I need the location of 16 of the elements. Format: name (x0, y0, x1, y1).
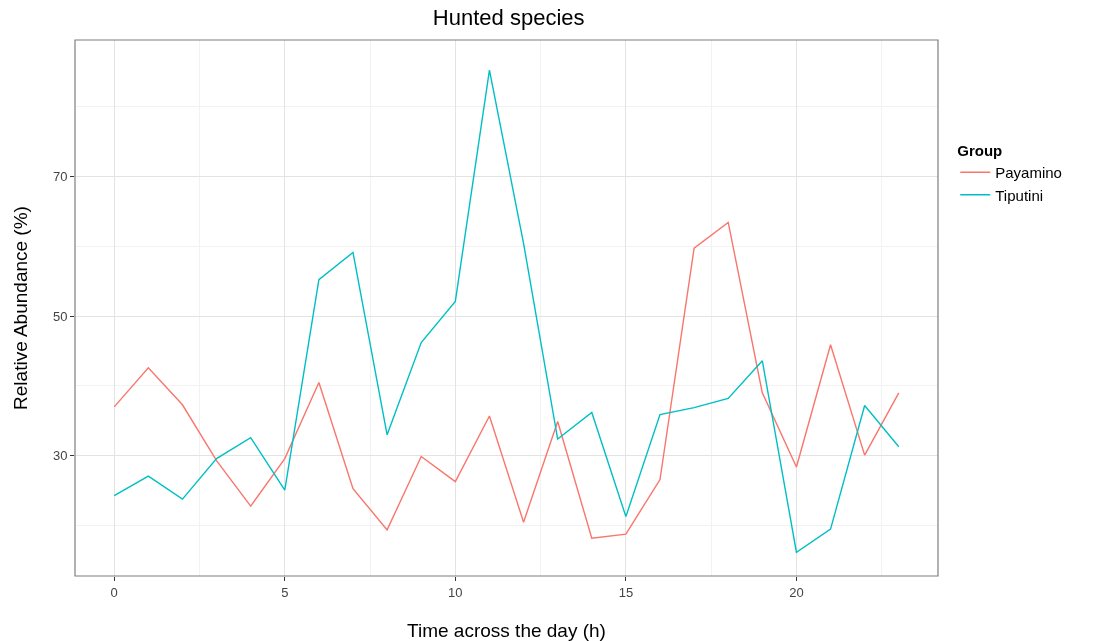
y-tick-label: 50 (52, 308, 68, 324)
legend-label: Payamino (995, 164, 1062, 182)
legend-title: Group (957, 141, 1003, 159)
x-tick-label: 15 (618, 584, 634, 600)
x-tick-label: 20 (789, 584, 804, 600)
line-series (113, 69, 900, 553)
x-tick-label: 0 (110, 584, 118, 600)
y-tick-label: 70 (52, 168, 68, 184)
x-tick-label: 10 (448, 584, 463, 600)
line-series (113, 221, 900, 539)
y-axis-title: Relative Abundance (%) (10, 206, 31, 410)
chart-title: Hunted species (432, 5, 585, 31)
x-tick-label: 5 (281, 584, 289, 600)
x-axis-title: Time across the day (h) (407, 620, 606, 641)
y-tick-label: 30 (52, 448, 68, 464)
legend-label: Tiputini (995, 186, 1044, 204)
